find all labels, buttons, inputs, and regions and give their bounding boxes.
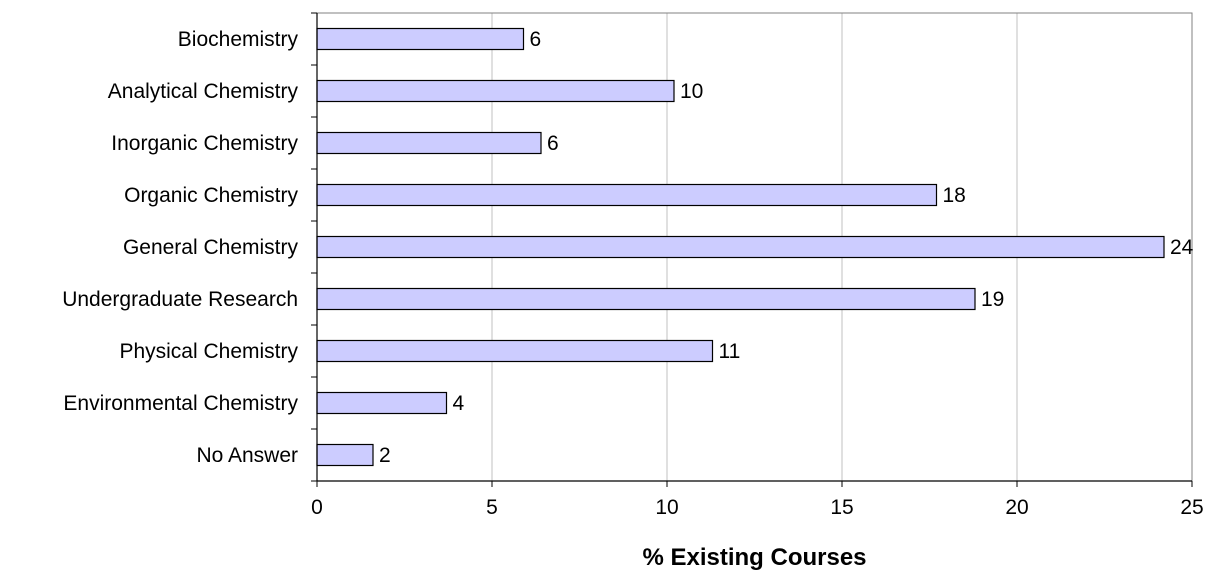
- bar-2: [316, 131, 542, 155]
- bar-5: [316, 287, 976, 311]
- bar-8: [316, 443, 374, 467]
- data-label-2: 6: [547, 132, 559, 155]
- x-tick-label-5: 25: [1180, 496, 1203, 519]
- bars: [316, 27, 1165, 467]
- x-tick-label-2: 10: [655, 496, 678, 519]
- category-label-8: No Answer: [196, 444, 298, 467]
- data-label-6: 11: [719, 340, 741, 363]
- data-label-5: 19: [981, 288, 1004, 311]
- bar-1: [316, 79, 675, 103]
- category-label-5: Undergraduate Research: [62, 288, 298, 311]
- x-tick-label-1: 5: [486, 496, 498, 519]
- data-label-4: 24: [1170, 236, 1194, 259]
- bar-3: [316, 183, 938, 207]
- data-label-7: 4: [453, 392, 465, 415]
- data-label-0: 6: [530, 28, 542, 51]
- category-label-0: Biochemistry: [178, 28, 299, 51]
- labels: Biochemistry 6 Analytical Chemistry 10 Inorg…: [62, 28, 1203, 519]
- category-label-4: General Chemistry: [123, 236, 299, 259]
- category-label-7: Environmental Chemistry: [63, 392, 298, 415]
- x-axis-title: % Existing Courses: [642, 544, 866, 571]
- data-label-3: 18: [943, 184, 966, 207]
- category-label-2: Inorganic Chemistry: [111, 132, 298, 155]
- bar-6: [316, 339, 714, 363]
- x-tick-label-3: 15: [830, 496, 853, 519]
- data-label-8: 2: [379, 444, 391, 467]
- axes: [311, 12, 1193, 487]
- data-label-1: 10: [680, 80, 703, 103]
- category-label-6: Physical Chemistry: [119, 340, 298, 363]
- x-tick-label-4: 20: [1005, 496, 1028, 519]
- bar-4: [316, 235, 1165, 259]
- bar-0: [316, 27, 525, 51]
- category-label-1: Analytical Chemistry: [108, 80, 299, 103]
- bar-7: [316, 391, 448, 415]
- x-tick-label-0: 0: [311, 496, 323, 519]
- category-label-3: Organic Chemistry: [124, 184, 298, 207]
